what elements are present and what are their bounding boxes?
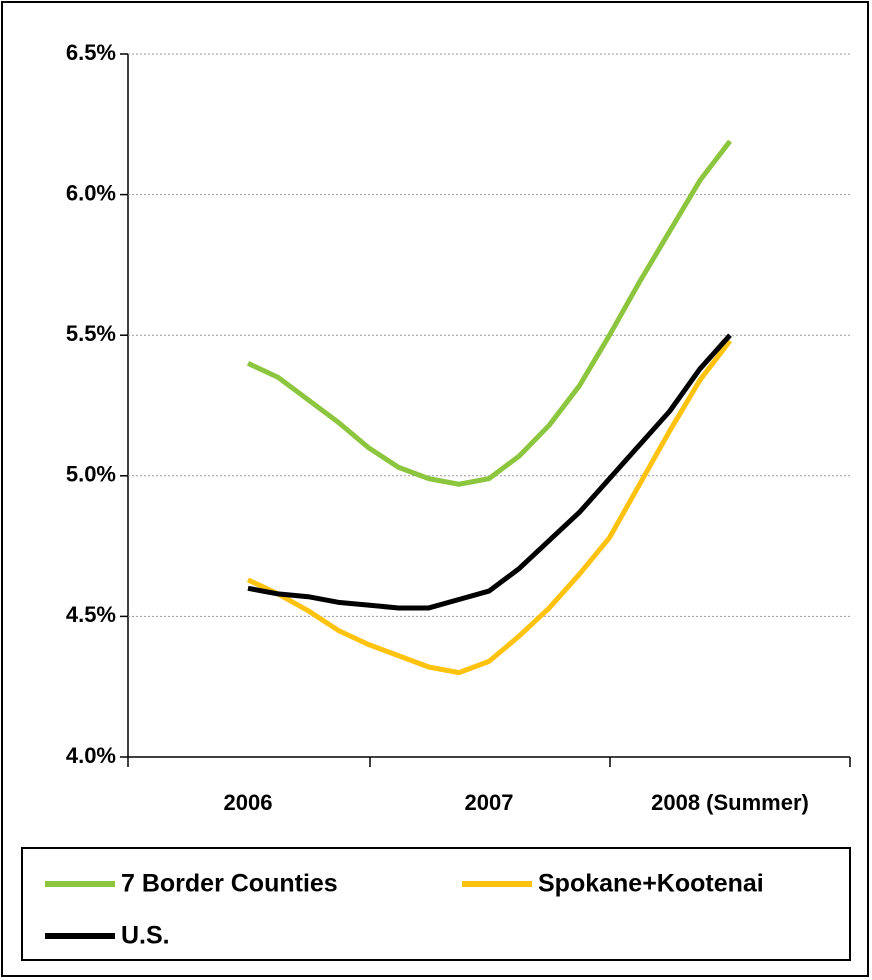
data-line — [246, 139, 732, 487]
legend-label: U.S. — [121, 922, 170, 950]
legend-label: 7 Border Counties — [121, 870, 338, 898]
data-line — [246, 339, 732, 676]
x-tick-label: 2008 (Summer) — [651, 790, 809, 815]
y-tick-label: 4.0% — [66, 743, 116, 768]
y-tick-label: 6.5% — [66, 40, 116, 65]
y-tick-label: 4.5% — [66, 602, 116, 627]
legend-label: Spokane+Kootenai — [538, 870, 764, 898]
data-line — [247, 333, 732, 611]
x-tick-label: 2006 — [224, 790, 273, 815]
y-tick-label: 6.0% — [66, 180, 116, 205]
legend-box — [21, 847, 851, 961]
x-tick-label: 2007 — [465, 790, 514, 815]
y-tick-label: 5.5% — [66, 321, 116, 346]
y-tick-label: 5.0% — [66, 462, 116, 487]
